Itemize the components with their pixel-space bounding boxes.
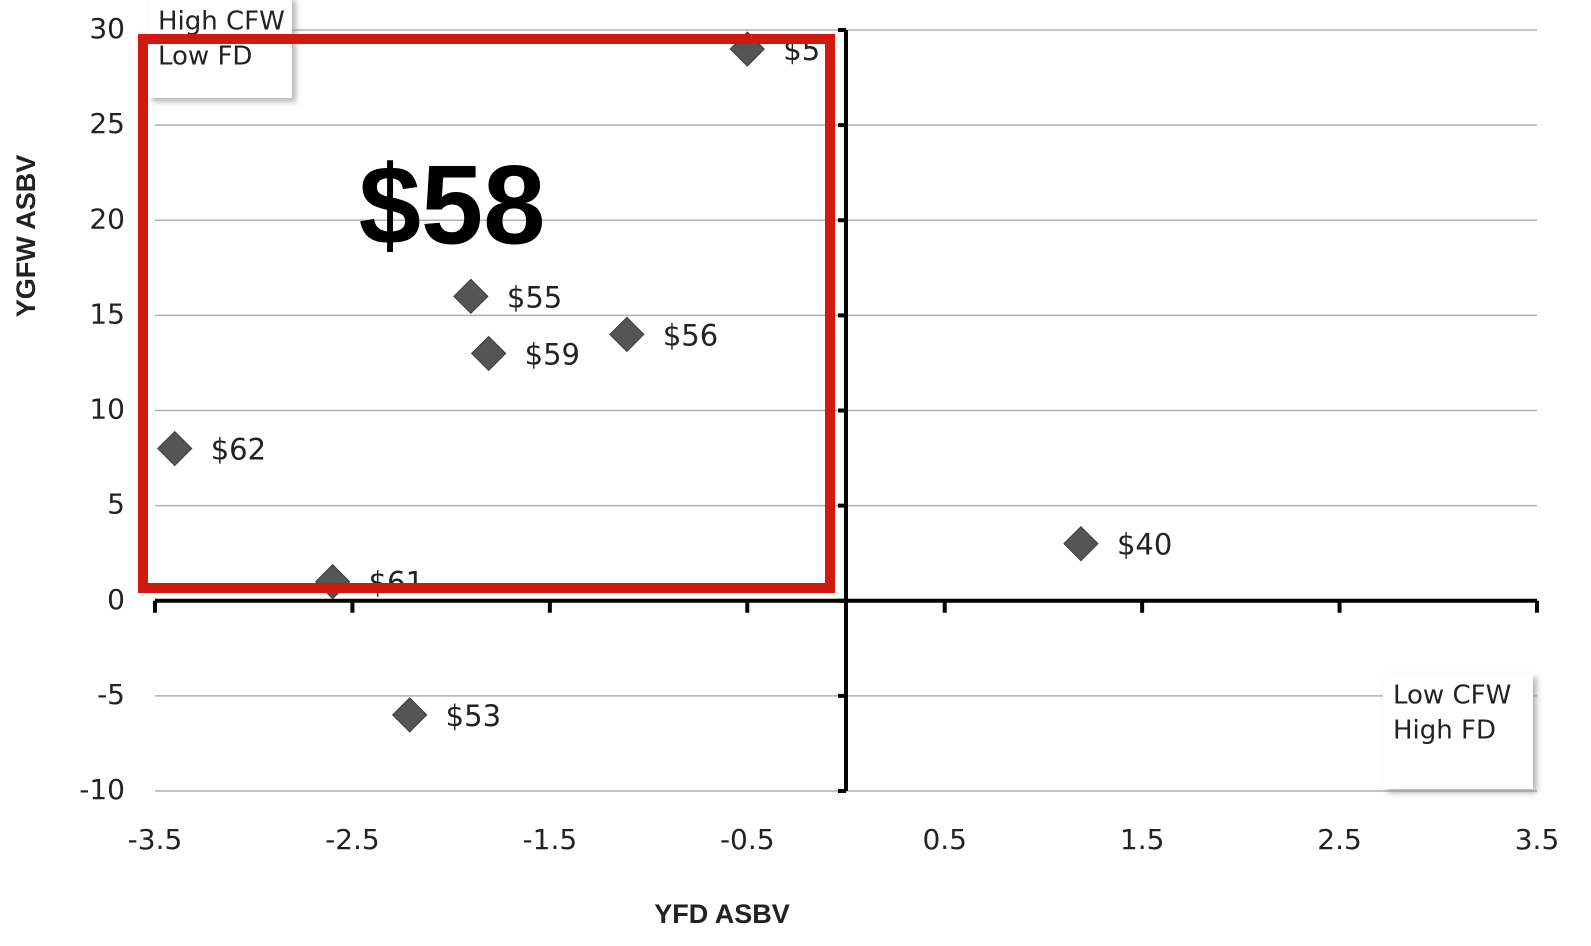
y-tick-label: 10 bbox=[89, 393, 125, 426]
point bbox=[470, 335, 507, 372]
y-tick-label: 25 bbox=[89, 107, 125, 140]
x-tick-label: 3.5 bbox=[1515, 823, 1560, 856]
point-label: $56 bbox=[663, 318, 718, 352]
point-label: $59 bbox=[525, 337, 580, 371]
x-tick-label: -0.5 bbox=[720, 823, 775, 856]
annotation-box bbox=[1383, 673, 1533, 789]
point bbox=[453, 278, 489, 315]
y-axis-label: YGFW ASBV bbox=[11, 155, 41, 318]
x-axis-label: YFD ASBV bbox=[654, 899, 790, 929]
point bbox=[314, 564, 351, 600]
x-tick-label: 1.5 bbox=[1120, 823, 1165, 856]
annotation-text: Low FD bbox=[158, 42, 252, 72]
point-label: $61 bbox=[369, 566, 424, 600]
point-label: $53 bbox=[446, 699, 501, 733]
highlight-label: $58 bbox=[359, 143, 546, 268]
point-label: $55 bbox=[507, 280, 562, 314]
point bbox=[391, 697, 428, 733]
y-tick-label: -10 bbox=[79, 773, 125, 806]
point bbox=[609, 316, 645, 353]
annotation-text: High FD bbox=[1393, 716, 1496, 746]
point-label: $40 bbox=[1117, 528, 1172, 562]
x-tick-label: 0.5 bbox=[922, 823, 967, 856]
y-tick-label: -5 bbox=[97, 678, 125, 711]
annotation-text: High CFW bbox=[158, 7, 285, 37]
y-tick-label: 0 bbox=[107, 583, 125, 616]
y-tick-label: 5 bbox=[107, 488, 125, 521]
x-tick-label: -2.5 bbox=[325, 823, 380, 856]
point bbox=[1063, 525, 1099, 562]
y-tick-label: 20 bbox=[89, 202, 125, 235]
highlight-box bbox=[138, 34, 835, 593]
x-tick-label: -1.5 bbox=[523, 823, 578, 856]
x-tick-label: -3.5 bbox=[128, 823, 183, 856]
point-label: $62 bbox=[211, 433, 266, 467]
annotation-box bbox=[148, 0, 292, 98]
point bbox=[157, 430, 193, 467]
y-tick-label: 30 bbox=[89, 12, 125, 45]
annotation-text: Low CFW bbox=[1393, 681, 1511, 711]
x-tick-label: 2.5 bbox=[1317, 823, 1362, 856]
y-tick-label: 15 bbox=[89, 297, 125, 330]
